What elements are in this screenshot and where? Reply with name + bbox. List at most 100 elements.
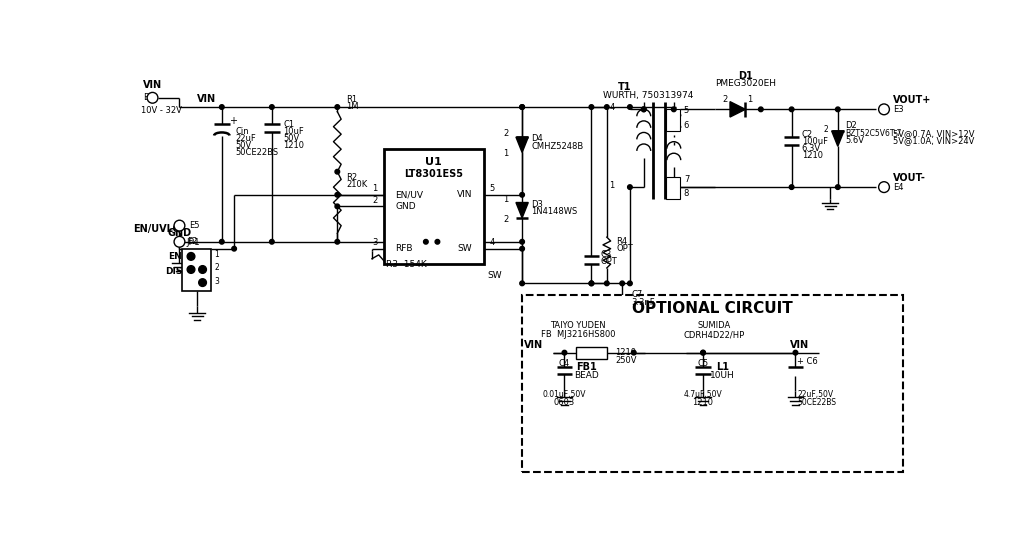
Text: 1210: 1210 — [615, 348, 636, 357]
Text: 5.6V: 5.6V — [845, 136, 865, 146]
Bar — [576, 347, 607, 359]
Bar — [384, 149, 483, 264]
Circle shape — [790, 107, 794, 112]
Text: 2: 2 — [373, 196, 378, 205]
Text: 1: 1 — [503, 149, 509, 158]
Text: 50V: 50V — [283, 134, 299, 143]
Text: 4: 4 — [609, 102, 614, 112]
Text: U1: U1 — [425, 157, 442, 168]
Text: 0.01uF,50V: 0.01uF,50V — [543, 390, 587, 399]
Bar — [666, 109, 680, 131]
Text: SW: SW — [458, 244, 472, 253]
Circle shape — [199, 266, 206, 273]
Text: OPT: OPT — [601, 257, 617, 266]
Text: CDRH4D22/HP: CDRH4D22/HP — [684, 330, 745, 340]
Text: 6: 6 — [684, 121, 689, 130]
Text: 1210: 1210 — [283, 141, 304, 150]
Text: 1: 1 — [214, 251, 219, 259]
Text: FB1: FB1 — [577, 362, 597, 371]
Text: BZT52C5V6T-7: BZT52C5V6T-7 — [845, 129, 902, 137]
Text: + C6: + C6 — [797, 357, 818, 365]
Bar — [182, 248, 211, 291]
Text: C1: C1 — [283, 120, 294, 129]
Circle shape — [335, 192, 340, 197]
Text: 1M: 1M — [346, 102, 359, 110]
Text: 3.3nF: 3.3nF — [631, 298, 655, 307]
Text: 210K: 210K — [346, 181, 367, 189]
Text: E1: E1 — [143, 93, 153, 102]
Circle shape — [270, 239, 274, 244]
Text: 10V - 32V: 10V - 32V — [141, 106, 182, 115]
Text: VIN: VIN — [790, 340, 809, 350]
Circle shape — [435, 239, 439, 244]
Circle shape — [879, 182, 889, 192]
Circle shape — [335, 105, 340, 109]
Text: DIS: DIS — [164, 267, 183, 277]
Text: PMEG3020EH: PMEG3020EH — [715, 79, 775, 88]
Text: L1: L1 — [716, 362, 729, 371]
Text: 1: 1 — [609, 181, 614, 190]
Text: VOUT-: VOUT- — [893, 173, 926, 183]
Text: E3: E3 — [893, 105, 904, 114]
Text: BEAD: BEAD — [574, 371, 599, 380]
Text: R4: R4 — [616, 237, 627, 245]
Text: WURTH, 750313974: WURTH, 750313974 — [603, 91, 693, 100]
Polygon shape — [516, 137, 528, 153]
Text: 50CE22BS: 50CE22BS — [797, 398, 836, 407]
Circle shape — [335, 169, 340, 174]
Text: 22uF,50V: 22uF,50V — [797, 390, 833, 399]
Text: D2: D2 — [845, 121, 858, 130]
Text: VIN: VIN — [143, 80, 162, 91]
Text: 10UH: 10UH — [709, 371, 735, 380]
Text: 6.3V: 6.3V — [802, 144, 821, 153]
Text: 2: 2 — [723, 95, 728, 104]
Bar — [666, 177, 680, 199]
Text: C7: C7 — [631, 291, 642, 299]
Bar — [522, 295, 903, 472]
Circle shape — [520, 239, 525, 244]
Text: 2: 2 — [214, 264, 219, 272]
Text: C4: C4 — [559, 359, 570, 368]
Text: 250V: 250V — [615, 356, 636, 365]
Text: 10uF: 10uF — [283, 127, 304, 136]
Circle shape — [589, 281, 594, 286]
Circle shape — [423, 239, 428, 244]
Text: 1210: 1210 — [692, 398, 714, 407]
Text: EN/UVLO: EN/UVLO — [133, 224, 181, 234]
Circle shape — [879, 104, 889, 115]
Circle shape — [520, 246, 525, 251]
Text: SUMIDA: SUMIDA — [698, 321, 731, 330]
Text: EN: EN — [167, 252, 182, 261]
Circle shape — [520, 105, 525, 109]
Text: SW: SW — [488, 271, 502, 280]
Text: 8: 8 — [684, 189, 689, 198]
Text: 4.7uF,50V: 4.7uF,50V — [684, 390, 723, 399]
Text: VIN: VIN — [197, 94, 216, 105]
Circle shape — [641, 107, 647, 112]
Circle shape — [790, 185, 794, 189]
Text: R3  154K: R3 154K — [387, 260, 427, 270]
Text: OPTIONAL CIRCUIT: OPTIONAL CIRCUIT — [632, 301, 793, 316]
Circle shape — [793, 350, 798, 355]
Text: E5: E5 — [190, 221, 200, 230]
Text: VIN: VIN — [457, 190, 472, 199]
Circle shape — [589, 281, 594, 286]
Circle shape — [631, 350, 636, 355]
Text: 2: 2 — [503, 129, 509, 139]
Text: 5V@0.7A, VIN>12V: 5V@0.7A, VIN>12V — [893, 129, 974, 137]
Circle shape — [589, 105, 594, 109]
Circle shape — [835, 107, 840, 112]
Text: 1210: 1210 — [802, 151, 822, 160]
Circle shape — [562, 350, 566, 355]
Text: FB  MJ3216HS800: FB MJ3216HS800 — [541, 330, 615, 340]
Polygon shape — [516, 203, 528, 218]
Text: 7: 7 — [684, 175, 689, 184]
Circle shape — [627, 185, 632, 189]
Text: 100uF: 100uF — [802, 137, 827, 146]
Polygon shape — [730, 102, 745, 117]
Text: 1N4148WS: 1N4148WS — [532, 208, 578, 216]
Text: C5: C5 — [697, 359, 708, 368]
Circle shape — [199, 279, 206, 286]
Text: VIN: VIN — [524, 340, 543, 350]
Circle shape — [231, 246, 236, 251]
